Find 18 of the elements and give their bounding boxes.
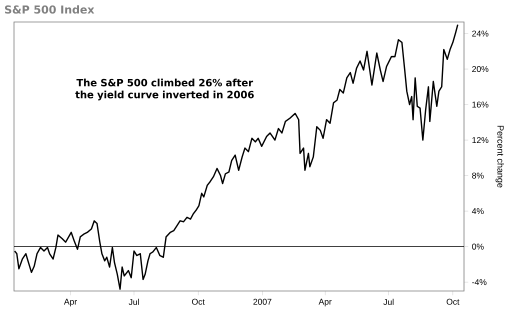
y-tick-label: 0% <box>472 244 484 250</box>
x-tick-label: Jul <box>128 298 139 305</box>
x-tick-label: Jul <box>383 298 394 305</box>
x-tick-label: Apr <box>318 298 332 306</box>
y-tick-label: 8% <box>472 172 484 179</box>
y-tick-label: -4% <box>472 279 487 286</box>
x-tick-label: Oct <box>446 298 460 305</box>
y-axis-title: Percent change <box>496 126 504 188</box>
annotation: The S&P 500 climbed 26% after the yield curve inverted in 2006 <box>75 78 254 100</box>
y-tick-label: 24% <box>472 30 488 37</box>
y-tick-label: 16% <box>472 102 488 108</box>
x-tick-label: Apr <box>64 298 77 306</box>
y-tick-label: 4% <box>472 208 484 214</box>
x-tick-label: 2007 <box>253 298 272 305</box>
y-tick-label: 20% <box>472 66 488 72</box>
x-tick-label: Oct <box>192 298 205 305</box>
y-tick-label: 12% <box>472 137 488 144</box>
chart-title: S&P 500 Index <box>4 5 94 14</box>
